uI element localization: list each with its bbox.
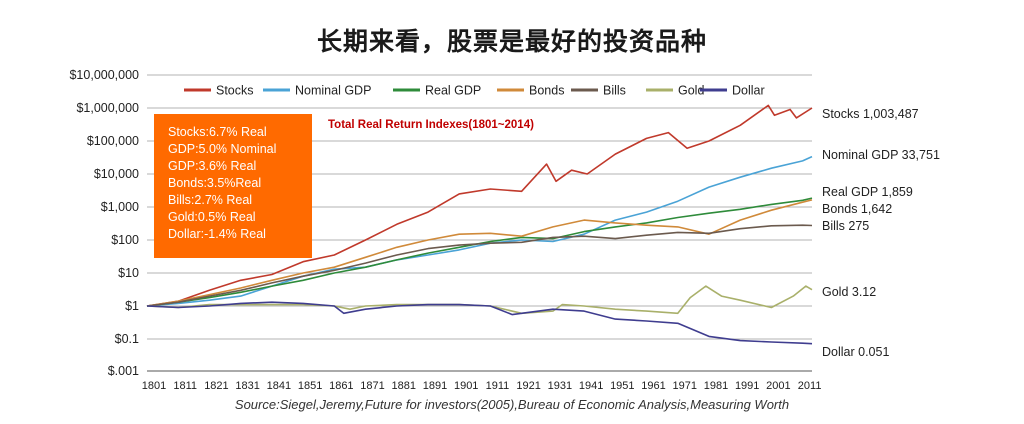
x-tick-label: 1961 — [641, 380, 665, 392]
series-line-dollar — [146, 301, 813, 345]
summary-line: Dollar:-1.4% Real — [168, 227, 266, 241]
page-title: 长期来看，股票是最好的投资品种 — [316, 27, 707, 56]
x-tick-label: 1901 — [454, 380, 478, 392]
summary-line: Bills:2.7% Real — [168, 193, 253, 207]
x-tick-label: 1831 — [235, 380, 259, 392]
legend-label: Stocks — [216, 84, 254, 98]
end-label-real-gdp: Real GDP 1,859 — [822, 185, 913, 199]
legend-label: Bonds — [529, 84, 564, 98]
end-label-stocks: Stocks 1,003,487 — [822, 107, 919, 121]
x-tick-label: 2001 — [766, 380, 790, 392]
y-tick-label: $10,000 — [94, 167, 139, 181]
series-line-real-gdp — [146, 197, 813, 307]
x-tick-label: 1801 — [142, 380, 166, 392]
end-label-gold: Gold 3.12 — [822, 285, 876, 299]
end-label-dollar: Dollar 0.051 — [822, 345, 889, 359]
summary-line: Gold:0.5% Real — [168, 210, 256, 224]
x-tick-label: 1861 — [329, 380, 353, 392]
series-line-gold — [146, 285, 813, 315]
x-tick-label: 1991 — [735, 380, 759, 392]
x-tick-label: 1981 — [704, 380, 728, 392]
legend-label: Real GDP — [425, 84, 481, 98]
series-line-stocks — [146, 104, 813, 307]
y-tick-label: $10 — [118, 266, 139, 280]
x-tick-label: 1811 — [173, 380, 197, 392]
x-tick-label: 1821 — [204, 380, 228, 392]
x-tick-label: 1971 — [673, 380, 697, 392]
y-tick-label: $1 — [125, 299, 139, 313]
x-tick-label: 1951 — [610, 380, 634, 392]
summary-line: GDP:3.6% Real — [168, 159, 257, 173]
x-tick-label: 1871 — [360, 380, 384, 392]
x-tick-label: 1931 — [548, 380, 572, 392]
summary-box: Stocks:6.7% Real GDP:5.0% Nominal GDP:3.… — [154, 114, 312, 258]
y-tick-label: $100 — [111, 233, 139, 247]
y-tick-label: $0.1 — [115, 332, 139, 346]
y-tick-label: $100,000 — [87, 134, 139, 148]
x-tick-label: 1941 — [579, 380, 603, 392]
x-tick-label: 1881 — [392, 380, 416, 392]
y-tick-label: $1,000,000 — [76, 101, 139, 115]
legend-label: Nominal GDP — [295, 84, 371, 98]
end-label-bills: Bills 275 — [822, 219, 869, 233]
legend-label: Gold — [678, 84, 704, 98]
chart-title: Total Real Return Indexes(1801~2014) — [328, 119, 534, 131]
legend-label: Bills — [603, 84, 626, 98]
x-tick-label: 1841 — [267, 380, 291, 392]
series-line-bills — [146, 224, 813, 307]
y-tick-label: $10,000,000 — [69, 68, 139, 82]
x-tick-label: 1911 — [486, 380, 510, 392]
x-tick-label: 1851 — [298, 380, 322, 392]
summary-line: Bonds:3.5%Real — [168, 176, 262, 190]
summary-line: Stocks:6.7% Real — [168, 125, 267, 139]
summary-line: GDP:5.0% Nominal — [168, 142, 277, 156]
source-note: Source:Siegel,Jeremy,Future for investor… — [234, 397, 790, 412]
series-line-bonds — [146, 199, 813, 307]
end-label-nominal-gdp: Nominal GDP 33,751 — [822, 148, 940, 162]
end-label-bonds: Bonds 1,642 — [822, 202, 892, 216]
y-tick-label: $1,000 — [101, 200, 139, 214]
x-tick-label: 1921 — [516, 380, 540, 392]
y-tick-label: $.001 — [108, 364, 139, 378]
x-tick-label: 2011 — [798, 380, 822, 392]
legend-label: Dollar — [732, 84, 765, 98]
x-tick-label: 1891 — [423, 380, 447, 392]
